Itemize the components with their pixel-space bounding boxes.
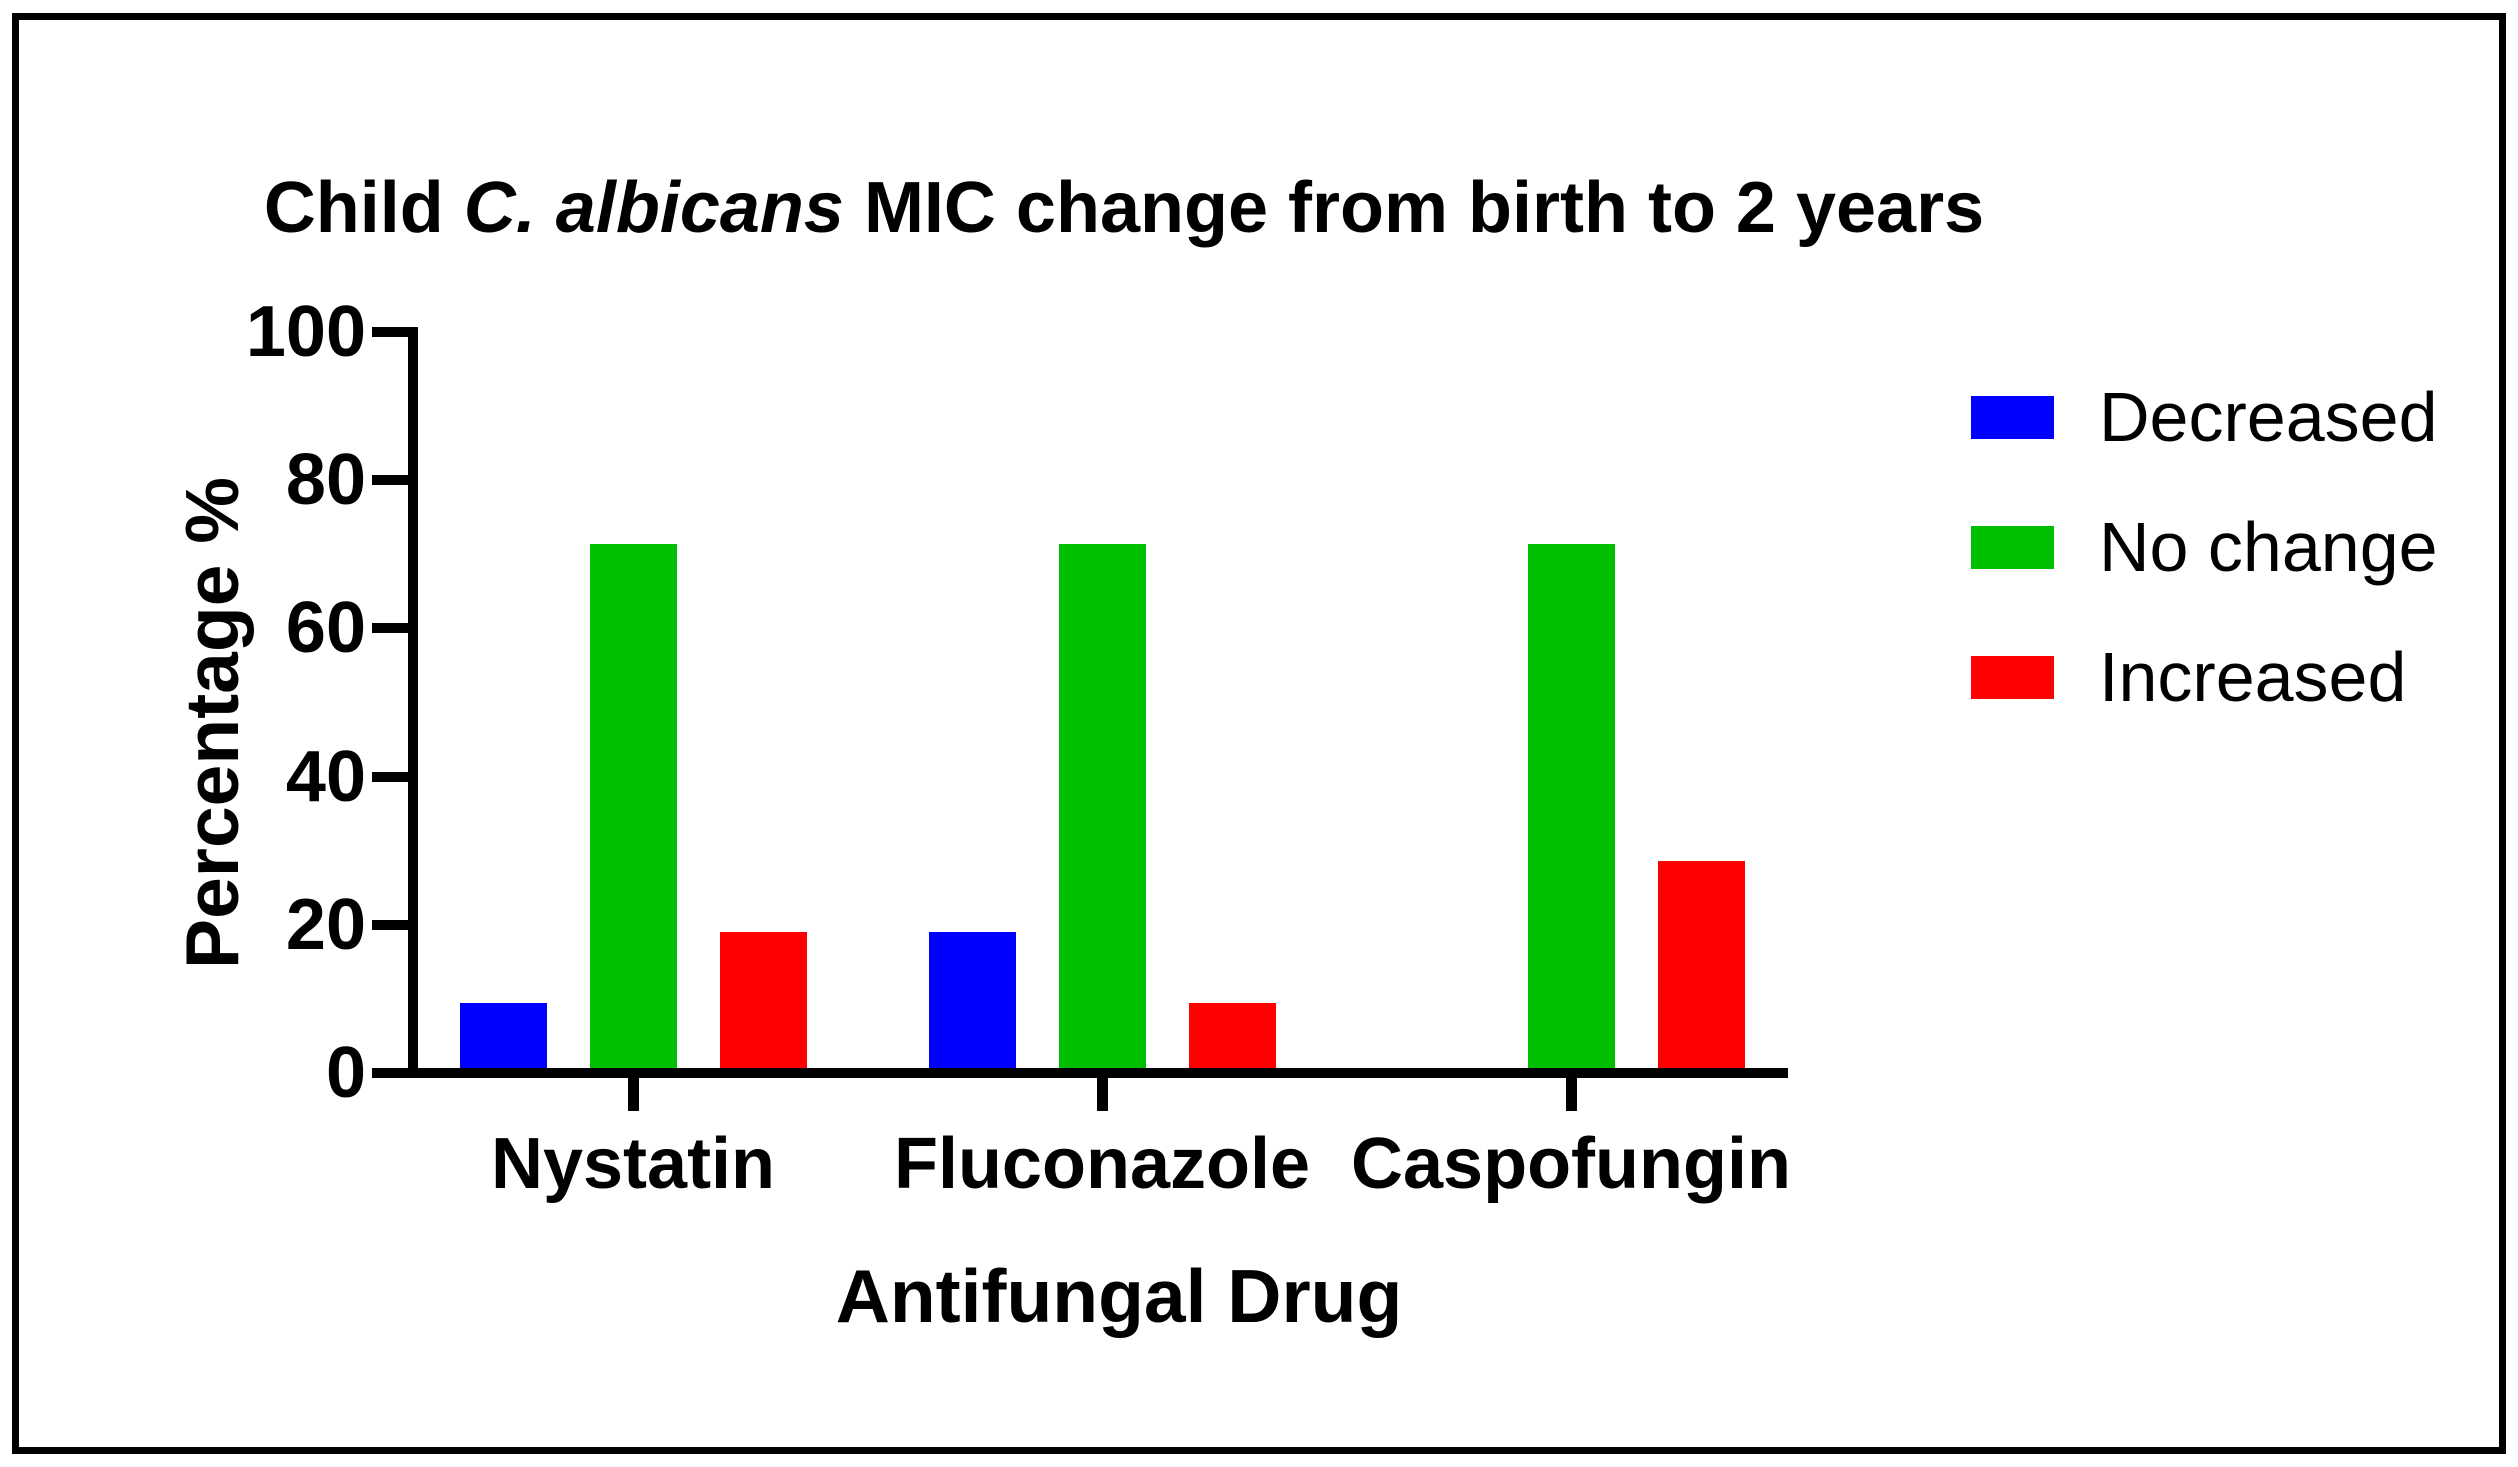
- bar-fluconazole-no-change: [1059, 544, 1146, 1068]
- y-tick-label-80: 80: [285, 440, 366, 520]
- y-tick-label-60: 60: [285, 588, 366, 668]
- x-tick-fluconazole: [1097, 1078, 1108, 1111]
- chart-title-prefix: Child: [263, 168, 464, 248]
- y-tick-label-20: 20: [285, 885, 366, 965]
- y-tick-20: [372, 920, 408, 930]
- x-tick-label-fluconazole: Fluconazole: [893, 1124, 1311, 1204]
- x-tick-caspofungin: [1566, 1078, 1577, 1111]
- legend-label-no-change: No change: [2099, 508, 2438, 586]
- chart-title-suffix: MIC change from birth to 2 years: [843, 168, 1985, 248]
- legend-swatch-decreased: [1971, 395, 2054, 439]
- bar-nystatin-decreased: [460, 1003, 547, 1068]
- bar-nystatin-no-change: [590, 544, 677, 1068]
- bar-fluconazole-decreased: [929, 932, 1016, 1068]
- y-tick-label-40: 40: [285, 737, 366, 817]
- bar-caspofungin-increased: [1658, 861, 1745, 1068]
- bar-nystatin-increased: [720, 932, 807, 1068]
- chart-title: Child C. albicans MIC change from birth …: [19, 166, 2229, 250]
- y-tick-100: [372, 327, 408, 337]
- x-axis-title: Antifungal Drug: [835, 1254, 1403, 1338]
- chart-title-species: C. albicans: [463, 168, 844, 248]
- x-tick-label-nystatin: Nystatin: [490, 1124, 776, 1204]
- x-tick-label-caspofungin: Caspofungin: [1351, 1124, 1791, 1204]
- legend-swatch-no-change: [1971, 525, 2054, 569]
- legend-item-increased: Increased: [1971, 642, 2438, 712]
- legend-item-decreased: Decreased: [1971, 382, 2438, 452]
- y-tick-80: [372, 475, 408, 485]
- x-tick-nystatin: [628, 1078, 639, 1111]
- y-tick-label-100: 100: [245, 292, 366, 372]
- bar-fluconazole-increased: [1189, 1003, 1276, 1068]
- y-tick-label-0: 0: [325, 1033, 366, 1113]
- x-axis-line: [408, 1068, 1788, 1078]
- legend-label-increased: Increased: [2099, 638, 2407, 716]
- legend-swatch-increased: [1971, 655, 2054, 699]
- legend: Decreased No change Increased: [1971, 382, 2438, 712]
- y-axis-line: [408, 327, 418, 1078]
- y-tick-60: [372, 623, 408, 633]
- y-tick-40: [372, 772, 408, 782]
- bar-caspofungin-no-change: [1528, 544, 1615, 1068]
- figure-frame: Child C. albicans MIC change from birth …: [12, 13, 2506, 1454]
- y-tick-0: [372, 1068, 408, 1078]
- legend-label-decreased: Decreased: [2099, 378, 2438, 456]
- legend-item-no-change: No change: [1971, 512, 2438, 582]
